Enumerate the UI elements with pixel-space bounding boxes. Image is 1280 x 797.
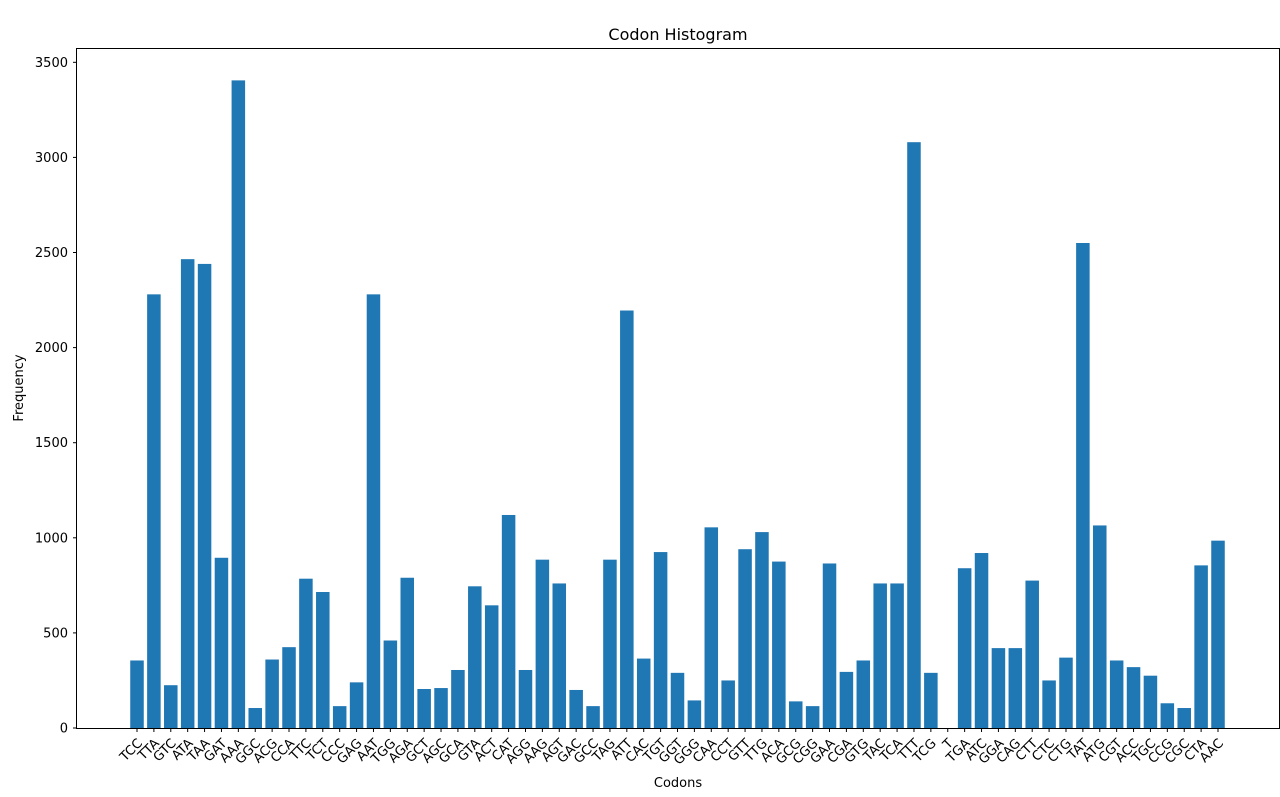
- bar-ATA: [180, 259, 195, 728]
- bar-GGT: [670, 672, 685, 728]
- bar-GAA: [822, 563, 837, 728]
- bar-AAA: [231, 80, 246, 729]
- bar-AGT: [552, 583, 567, 728]
- bar-AGC: [434, 688, 448, 728]
- bar-TTG: [755, 532, 769, 728]
- bar-TTT: [907, 142, 921, 729]
- y-tick-label: 2000: [35, 341, 68, 356]
- bar-GCT: [417, 689, 431, 728]
- bar-GCG: [788, 701, 803, 728]
- y-axis-label: Frequency: [12, 354, 27, 421]
- bar-CCG: [1160, 703, 1175, 728]
- bar-GAT: [214, 557, 229, 728]
- y-tick-label: 3500: [35, 56, 68, 71]
- bar-ATG: [1093, 525, 1107, 728]
- bar-CTG: [1059, 657, 1073, 728]
- bar-CGG: [805, 706, 820, 728]
- bar-GTG: [856, 660, 871, 728]
- bar-TCT: [316, 592, 330, 728]
- bar-ACA: [772, 561, 786, 728]
- bar-TTA: [147, 294, 161, 728]
- y-tick-label: 0: [60, 722, 68, 737]
- bar-GAC: [569, 689, 583, 728]
- bar-AAG: [535, 559, 550, 728]
- y-tick-label: 500: [43, 626, 68, 641]
- bar-TGA: [957, 568, 972, 728]
- bar-ATT: [620, 310, 634, 728]
- bar-CGA: [839, 671, 854, 728]
- bar-GCC: [586, 706, 600, 728]
- y-tick-label: 2500: [35, 246, 68, 261]
- bar-CTA: [1194, 565, 1208, 728]
- bar-CGC: [1177, 708, 1191, 728]
- bar-TAT: [1076, 243, 1090, 728]
- y-tick-label: 1000: [35, 531, 68, 546]
- bar-CCA: [282, 647, 296, 728]
- bar-CCT: [721, 680, 735, 728]
- bar-TAC: [873, 583, 887, 728]
- bar-TAG: [603, 559, 617, 728]
- y-axis: 0 500 1000 1500 2000 2500 3000 3500: [35, 56, 77, 737]
- bar-ACC: [1126, 667, 1141, 728]
- bar-ACG: [265, 659, 279, 728]
- bar-CAA: [704, 527, 719, 728]
- bar-TGT: [653, 552, 668, 728]
- x-axis: TCCTTAGTCATATAAGATAAAGGCACGCCATTCTCTCCCG…: [117, 728, 1227, 768]
- bar-TCG: [924, 672, 938, 728]
- bar-TGC: [1143, 675, 1158, 728]
- bar-GAG: [349, 682, 364, 728]
- y-tick-label: 3000: [35, 151, 68, 166]
- bar-GGC: [248, 708, 262, 728]
- bar-GTA: [468, 586, 482, 728]
- chart-title: Codon Histogram: [608, 25, 747, 44]
- bar-GTC: [164, 685, 178, 728]
- bar-ATC: [974, 553, 989, 728]
- bar-ACT: [484, 605, 499, 728]
- bar-CAG: [1008, 648, 1023, 728]
- bar-CAC: [636, 658, 651, 728]
- bar-CTC: [1042, 680, 1056, 728]
- bars-group: [130, 80, 1225, 729]
- y-tick-label: 1500: [35, 436, 68, 451]
- bar-AGG: [518, 669, 533, 728]
- bar-AGA: [400, 577, 415, 728]
- bar-GGA: [991, 648, 1006, 728]
- bar-GTT: [738, 549, 752, 728]
- bar-GGG: [687, 700, 702, 728]
- bar-TGG: [383, 640, 398, 728]
- bar-TAA: [197, 263, 212, 728]
- bar-CCC: [332, 706, 347, 728]
- bar-TCC: [130, 660, 144, 728]
- bar-TCA: [890, 583, 904, 728]
- bar-AAT: [366, 294, 381, 728]
- x-axis-label: Codons: [654, 776, 702, 791]
- bar-CTT: [1025, 580, 1039, 728]
- bar-CAT: [501, 514, 516, 728]
- bar-CGT: [1109, 660, 1124, 728]
- bar-TTC: [299, 578, 313, 728]
- bar-AAC: [1211, 540, 1225, 728]
- bar-GCA: [451, 669, 465, 728]
